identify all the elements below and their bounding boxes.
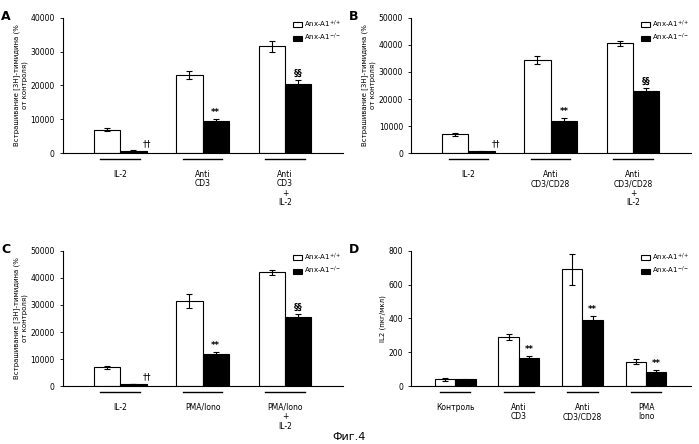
Text: **: ** [651,360,661,369]
Text: Anti: Anti [195,170,210,178]
Text: Контроль: Контроль [436,403,475,412]
Bar [582,320,603,386]
Bar [435,380,455,386]
Text: Anti: Anti [543,170,559,178]
Bar [607,44,633,153]
Bar [455,380,475,386]
Text: ††: †† [491,140,500,149]
Text: **: ** [588,305,597,314]
Text: A: A [1,9,10,23]
Bar [120,151,147,153]
Text: PMA: PMA [638,403,654,412]
Text: PMA/Iono: PMA/Iono [185,403,220,412]
Text: IL-2: IL-2 [113,403,127,412]
Bar [285,317,311,386]
Bar [94,367,120,386]
Bar [468,151,495,153]
Text: +: + [630,189,636,198]
Text: CD3/CD28: CD3/CD28 [531,179,570,188]
Bar [626,362,646,386]
Text: §§: §§ [294,303,303,312]
Text: **: ** [211,107,220,117]
Text: ††: †† [143,139,152,148]
Text: PMA/Iono: PMA/Iono [267,403,303,412]
Text: IL-2: IL-2 [278,421,292,431]
Bar [524,59,551,153]
Text: IL-2: IL-2 [626,198,640,207]
Y-axis label: Встрашивание [3H]-тимидина (%
от контроля): Встрашивание [3H]-тимидина (% от контрол… [13,24,28,147]
Bar [259,272,285,386]
Text: **: ** [559,107,568,116]
Text: +: + [282,189,288,198]
Bar [203,354,229,386]
Y-axis label: Встрашивание [3H]-тимидина (%
от контроля): Встрашивание [3H]-тимидина (% от контрол… [13,258,28,379]
Text: CD3/CD28: CD3/CD28 [614,179,653,188]
Text: B: B [349,9,359,23]
Bar [519,358,539,386]
Text: CD3/CD28: CD3/CD28 [563,412,602,421]
Text: **: ** [211,341,220,350]
Text: Anti: Anti [575,403,590,412]
Legend: Anx-A1$^{+/+}$, Anx-A1$^{-/-}$: Anx-A1$^{+/+}$, Anx-A1$^{-/-}$ [293,251,342,276]
Bar [176,75,203,153]
Legend: Anx-A1$^{+/+}$, Anx-A1$^{-/-}$: Anx-A1$^{+/+}$, Anx-A1$^{-/-}$ [641,251,690,276]
Text: §§: §§ [642,77,651,86]
Legend: Anx-A1$^{+/+}$, Anx-A1$^{-/-}$: Anx-A1$^{+/+}$, Anx-A1$^{-/-}$ [641,18,690,43]
Text: ††: †† [143,373,152,382]
Bar [646,372,666,386]
Bar [551,121,577,153]
Text: Anti: Anti [277,170,293,178]
Y-axis label: IL2 (пкг/мкл): IL2 (пкг/мкл) [379,295,386,342]
Text: Iono: Iono [638,412,654,421]
Text: IL-2: IL-2 [113,170,127,178]
Bar [203,121,229,153]
Bar [562,270,582,386]
Bar [259,47,285,153]
Text: CD3: CD3 [511,412,527,421]
Bar [120,384,147,386]
Y-axis label: Встрашивание [3H]-тимидина (%
от контроля): Встрашивание [3H]-тимидина (% от контрол… [361,24,376,147]
Text: Фиг.4: Фиг.4 [333,432,366,442]
Text: §§: §§ [294,69,303,78]
Text: **: ** [524,345,533,354]
Bar [94,130,120,153]
Text: C: C [1,242,10,255]
Bar [633,91,659,153]
Bar [176,301,203,386]
Bar [442,134,468,153]
Text: D: D [349,242,359,255]
Text: CD3: CD3 [277,179,293,188]
Text: IL-2: IL-2 [278,198,292,207]
Text: +: + [282,412,288,421]
Bar [285,84,311,153]
Text: IL-2: IL-2 [461,170,475,178]
Legend: Anx-A1$^{+/+}$, Anx-A1$^{-/-}$: Anx-A1$^{+/+}$, Anx-A1$^{-/-}$ [293,18,342,43]
Bar [498,337,519,386]
Text: Anti: Anti [626,170,641,178]
Text: Anti: Anti [511,403,526,412]
Text: CD3: CD3 [194,179,210,188]
